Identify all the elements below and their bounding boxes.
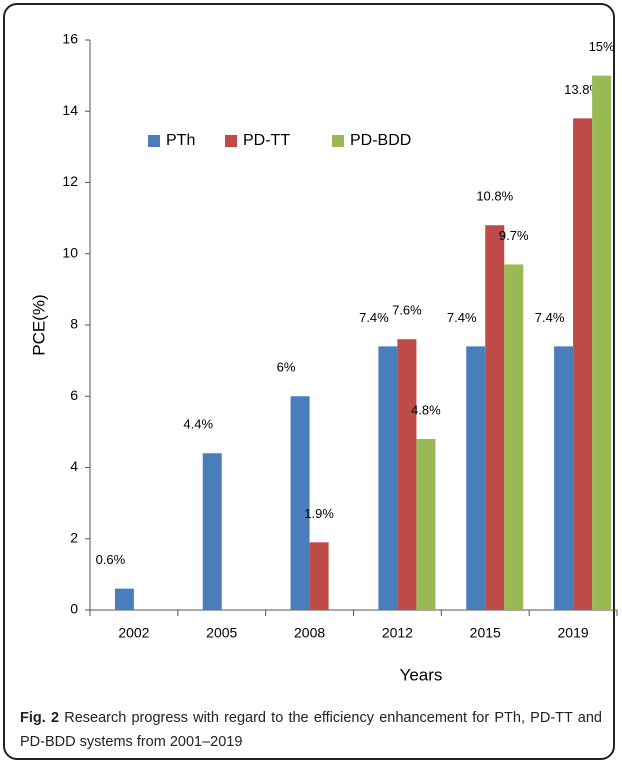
value-label: 7.6% [392, 303, 422, 318]
y-tick-label: 8 [70, 316, 78, 332]
legend-swatch [332, 135, 344, 147]
bar [416, 439, 436, 610]
bar [504, 264, 524, 610]
frame [3, 3, 615, 760]
x-tick-label: 2008 [294, 625, 325, 641]
legend-swatch [148, 135, 160, 147]
value-label: 4.8% [411, 402, 441, 417]
x-tick-label: 2015 [470, 625, 501, 641]
bar [114, 588, 134, 610]
y-tick-label: 4 [70, 458, 78, 474]
value-label: 7.4% [447, 310, 477, 325]
x-tick-label: 2002 [118, 625, 149, 641]
legend-swatch [225, 135, 237, 147]
value-label: 4.4% [183, 417, 213, 432]
bar [485, 225, 505, 610]
bar [397, 339, 417, 610]
value-label: 15% [589, 39, 615, 54]
bar [309, 542, 329, 610]
bar [378, 346, 398, 610]
value-label: 6% [277, 360, 296, 375]
y-tick-label: 14 [62, 102, 78, 118]
chart: PCE(%) Years 0 2 4 6 8 10 12 14 16 2002 0.6% 2005 4.… [29, 31, 618, 684]
bar [466, 346, 486, 610]
legend-label: PTh [166, 132, 195, 149]
y-tick-label: 16 [62, 31, 78, 47]
value-label: 10.8% [476, 189, 513, 204]
bar [592, 75, 612, 610]
y-tick-label: 6 [70, 387, 78, 403]
value-label: 7.4% [535, 310, 565, 325]
y-tick-label: 0 [70, 601, 78, 617]
bar [202, 453, 222, 610]
bar [554, 346, 574, 610]
y-axis-title: PCE(%) [29, 294, 48, 355]
value-label: 0.6% [96, 552, 126, 567]
caption: Fig. 2 Research progress with regard to … [20, 706, 602, 754]
bar [290, 396, 310, 610]
x-axis-title: Years [400, 665, 443, 684]
value-label: 7.4% [359, 310, 389, 325]
x-tick-label: 2012 [382, 625, 413, 641]
legend-label: PD-BDD [350, 132, 411, 149]
value-label: 1.9% [304, 506, 334, 521]
caption-label: Fig. 2 [20, 710, 60, 726]
y-tick-label: 12 [62, 173, 78, 189]
legend-label: PD-TT [243, 132, 290, 149]
y-tick-label: 10 [62, 244, 78, 260]
bar [573, 118, 593, 610]
y-tick-label: 2 [70, 529, 78, 545]
caption-text: Research progress with regard to the eff… [20, 710, 602, 750]
value-label: 9.7% [499, 228, 529, 243]
x-tick-label: 2019 [558, 625, 589, 641]
x-tick-label: 2005 [206, 625, 237, 641]
